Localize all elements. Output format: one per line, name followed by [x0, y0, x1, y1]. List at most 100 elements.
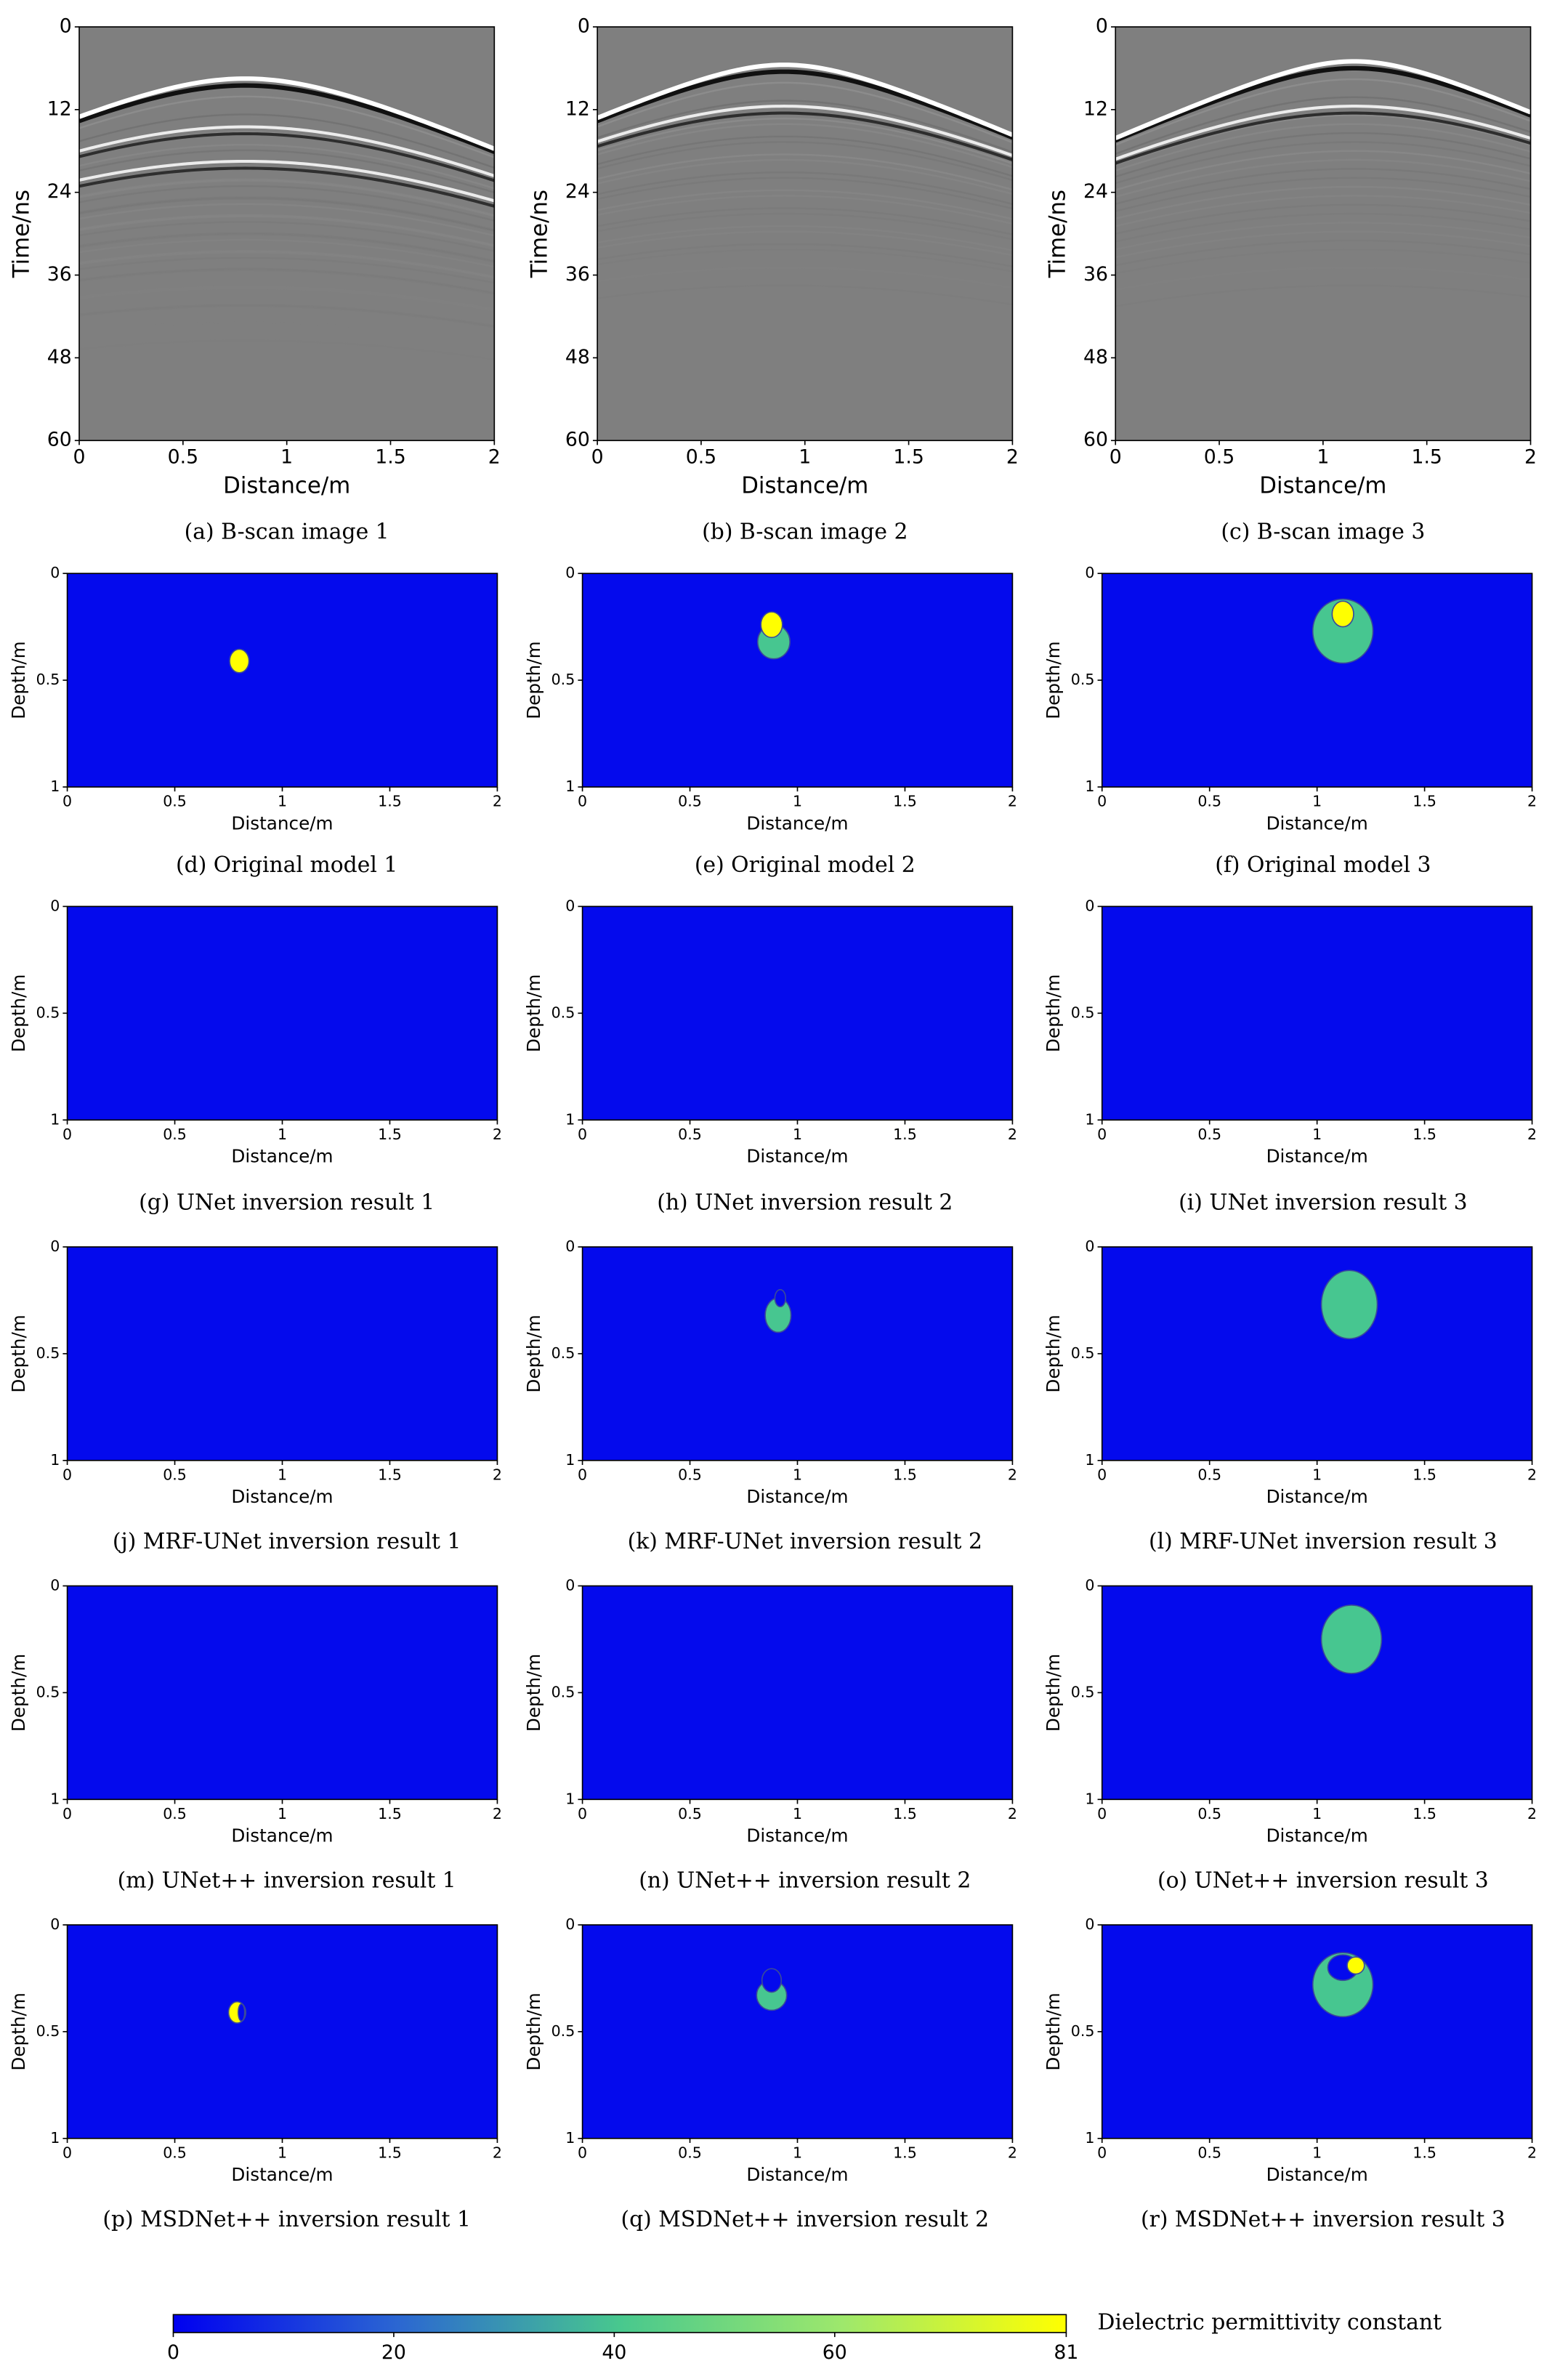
- ringing: [79, 232, 495, 262]
- y-tick-label: 0.5: [1071, 1683, 1095, 1700]
- y-tick-label: 0.5: [551, 1344, 575, 1362]
- ringing: [79, 269, 495, 295]
- caption: (q) MSDNet++ inversion result 2: [621, 2207, 989, 2232]
- anomaly: [238, 2003, 246, 2022]
- reflection-dark: [1115, 111, 1531, 165]
- y-axis-label: Depth/m: [523, 1992, 544, 2070]
- x-tick-label: 1: [793, 793, 802, 810]
- y-tick-label: 0.5: [1071, 1004, 1095, 1021]
- x-tick-label: 2: [1527, 793, 1537, 810]
- x-tick-label: 1.5: [375, 445, 405, 468]
- colorbar-label: Dielectric permittivity constant: [1098, 2310, 1442, 2335]
- x-tick-label: 0.5: [168, 445, 198, 468]
- caption: (c) B-scan image 3: [1221, 520, 1425, 545]
- y-axis-label: Depth/m: [8, 641, 29, 719]
- y-tick-label: 0: [50, 1576, 60, 1594]
- x-tick-label: 1: [793, 1126, 802, 1143]
- reflection: [79, 76, 495, 151]
- ringing: [1115, 284, 1531, 307]
- anomaly: [1320, 1269, 1378, 1340]
- x-axis-label: Distance/m: [1266, 1146, 1368, 1167]
- x-axis-label: Distance/m: [1266, 1486, 1368, 1507]
- anomaly: [760, 611, 783, 639]
- ringing: [1115, 195, 1531, 227]
- panel: [67, 1586, 498, 1800]
- x-tick-label: 0: [591, 445, 604, 468]
- x-tick-label: 2: [493, 793, 502, 810]
- panel: [67, 1246, 498, 1461]
- x-tick-label: 1: [1312, 1126, 1322, 1143]
- model-background: [1102, 1586, 1532, 1800]
- caption: (d) Original model 1: [176, 852, 397, 878]
- y-axis-label: Depth/m: [8, 1315, 29, 1392]
- x-tick-label: 0: [1097, 1466, 1107, 1483]
- panel: [597, 26, 1013, 441]
- panel: [582, 1924, 1013, 2139]
- y-tick-label: 48: [1083, 346, 1108, 368]
- model-background: [67, 1586, 498, 1800]
- y-tick-label: 1: [50, 1451, 60, 1469]
- y-tick-label: 1: [50, 778, 60, 795]
- ringing: [1115, 212, 1531, 243]
- x-tick-label: 0: [1110, 445, 1122, 468]
- x-tick-label: 0: [1097, 1126, 1107, 1143]
- panel: [582, 906, 1013, 1121]
- y-tick-label: 1: [1085, 1790, 1094, 1807]
- ringing: [79, 113, 495, 169]
- y-tick-label: 48: [565, 346, 590, 368]
- ringing: [79, 250, 495, 278]
- ringing: [79, 233, 495, 263]
- y-axis-label: Time/ns: [527, 190, 553, 278]
- x-tick-label: 1: [278, 2144, 287, 2161]
- caption: (n) UNet++ inversion result 2: [639, 1868, 971, 1893]
- y-axis-label: Depth/m: [523, 1315, 544, 1392]
- ringing: [1115, 239, 1531, 267]
- model-background: [67, 906, 498, 1121]
- y-tick-label: 0: [1085, 1237, 1094, 1255]
- model-background: [67, 1924, 498, 2139]
- caption: (g) UNet inversion result 1: [139, 1190, 435, 1215]
- y-tick-label: 60: [47, 429, 72, 451]
- y-tick-label: 36: [565, 263, 590, 286]
- model-background: [582, 906, 1013, 1121]
- x-tick-label: 1: [1317, 445, 1329, 468]
- x-tick-label: 1.5: [893, 2144, 917, 2161]
- ringing: [79, 305, 495, 328]
- ringing: [79, 179, 495, 217]
- y-tick-label: 0: [565, 897, 575, 914]
- ringing: [1115, 123, 1531, 171]
- x-axis-label: Distance/m: [231, 812, 333, 833]
- x-tick-label: 1.5: [893, 445, 924, 468]
- y-tick-label: 0.5: [36, 671, 60, 688]
- y-tick-label: 0: [565, 1915, 575, 1933]
- anomaly: [1320, 1604, 1383, 1674]
- ringing: [597, 212, 1013, 241]
- y-axis-label: Time/ns: [8, 190, 34, 278]
- x-tick-label: 1.5: [378, 793, 402, 810]
- x-tick-label: 1.5: [378, 1805, 402, 1822]
- x-tick-label: 0.5: [1197, 793, 1221, 810]
- caption: (a) B-scan image 1: [185, 520, 389, 545]
- x-tick-label: 2: [1008, 1126, 1017, 1143]
- anomaly: [229, 648, 250, 674]
- x-tick-label: 0: [1097, 2144, 1107, 2161]
- x-tick-label: 1: [793, 1466, 802, 1483]
- caption: (j) MRF-UNet inversion result 1: [113, 1529, 461, 1554]
- ringing: [1115, 78, 1531, 146]
- x-tick-label: 2: [1006, 445, 1019, 468]
- reflection-dark: [79, 166, 495, 208]
- caption: (i) UNet inversion result 3: [1179, 1190, 1467, 1215]
- y-tick-label: 0: [578, 15, 590, 37]
- y-tick-label: 60: [1083, 429, 1108, 451]
- model-background: [1102, 1924, 1532, 2139]
- ringing: [79, 251, 495, 279]
- x-tick-label: 1.5: [1413, 1126, 1436, 1143]
- x-axis-label: Distance/m: [1266, 812, 1368, 833]
- y-tick-label: 0.5: [36, 1683, 60, 1700]
- colorbar-tick-label: 20: [381, 2341, 406, 2364]
- panel: [582, 1246, 1013, 1461]
- y-tick-label: 36: [1083, 263, 1108, 286]
- ringing: [79, 304, 495, 327]
- y-tick-label: 0: [50, 897, 60, 914]
- reflection-dark: [597, 111, 1013, 161]
